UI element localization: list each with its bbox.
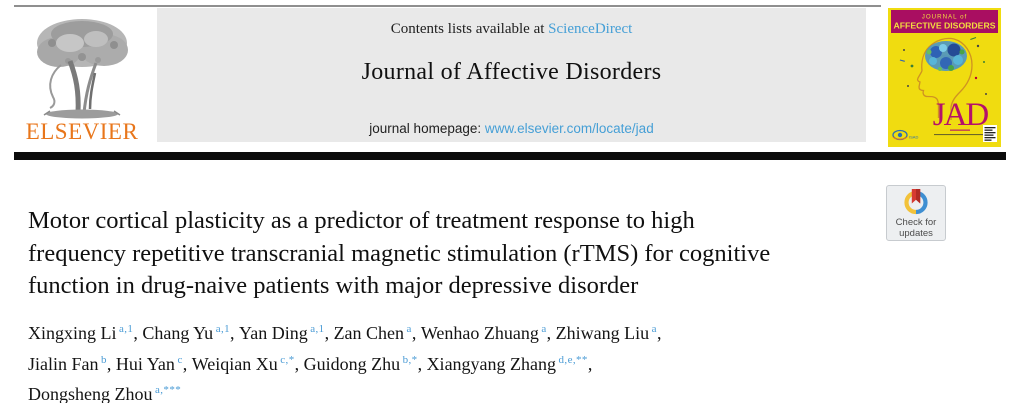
cover-editors-line xyxy=(934,134,986,136)
author-name: Yan Ding xyxy=(239,323,308,343)
author-affiliation-sup: c xyxy=(177,353,183,366)
cover-title-line1: JOURNAL of xyxy=(922,14,968,21)
journal-masthead: Contents lists available at ScienceDirec… xyxy=(157,8,866,142)
elsevier-wordmark: ELSEVIER xyxy=(25,119,139,144)
homepage-line: journal homepage: www.elsevier.com/locat… xyxy=(157,121,866,136)
article-title-line1: Motor cortical plasticity as a predictor… xyxy=(28,207,695,234)
author-separator: , xyxy=(656,323,666,343)
author-affiliation-sup: a,1 xyxy=(310,323,325,335)
homepage-link[interactable]: www.elsevier.com/locate/jad xyxy=(484,121,654,136)
author-line: Xingxing Li a,1, Chang Yu a,1, Yan Ding a,1… xyxy=(28,320,908,351)
author-separator: , xyxy=(546,323,556,343)
author-separator: , xyxy=(411,323,421,343)
author-affiliation-sup: a xyxy=(651,323,657,335)
author-name: Guidong Zhu xyxy=(303,353,401,374)
masthead-bottom-bar xyxy=(14,152,1006,160)
brain-illustration xyxy=(925,41,967,71)
contents-line-prefix: Contents lists available at xyxy=(390,21,549,37)
cover-jad-monogram: JAD xyxy=(933,97,989,133)
author-separator: , xyxy=(133,323,143,343)
author-affiliation-sup: c,* xyxy=(280,353,295,366)
journal-cover-art: JOURNAL of AFFECTIVE DISORDERS xyxy=(888,8,1001,147)
author-affiliation-sup: d,e,** xyxy=(558,353,588,366)
journal-title: Journal of Affective Disorders xyxy=(361,59,662,85)
cover-title-line2: AFFECTIVE DISORDERS xyxy=(894,21,996,31)
author-affiliation-sup: a,1 xyxy=(215,323,231,335)
contents-line: Contents lists available at ScienceDirec… xyxy=(157,21,866,38)
cover-banner xyxy=(891,10,998,33)
author-separator: , xyxy=(587,353,597,374)
homepage-line-prefix: journal homepage: xyxy=(369,121,485,136)
author-affiliation-sup: a,*** xyxy=(155,384,182,396)
author-separator: , xyxy=(417,353,427,374)
author-name: Jialin Fan xyxy=(28,353,99,374)
author-line: Dongsheng Zhou a,*** xyxy=(28,381,908,403)
article-title: Motor cortical plasticity as a predictor… xyxy=(28,205,908,303)
article-title-line3: function in drug-naive patients with maj… xyxy=(28,272,639,299)
crossmark-icon xyxy=(904,189,928,215)
cover-issn-line xyxy=(950,129,970,131)
elsevier-logo: ELSEVIER xyxy=(22,13,142,143)
cover-barcode xyxy=(983,125,997,142)
elsevier-tree-icon xyxy=(37,19,128,119)
author-name: Hui Yan xyxy=(115,353,175,374)
badge-label-line2: updates xyxy=(899,227,933,239)
author-separator: , xyxy=(182,353,192,374)
author-name: Xingxing Li xyxy=(28,323,117,343)
author-separator: , xyxy=(106,353,116,374)
author-name: Zhiwang Liu xyxy=(555,323,650,343)
author-separator: , xyxy=(294,353,304,374)
author-affiliation-sup: a xyxy=(406,323,412,335)
author-name: Dongsheng Zhou xyxy=(28,384,153,403)
journal-cover-thumbnail: JOURNAL of AFFECTIVE DISORDERS xyxy=(888,8,1001,147)
article-title-line2: frequency repetitive transcranial magnet… xyxy=(28,239,771,267)
author-affiliation-sup: a,1 xyxy=(119,323,134,335)
author-separator: , xyxy=(324,323,334,343)
author-line: Jialin Fan b, Hui Yan c, Weiqian Xu c,*, Gu… xyxy=(28,351,908,382)
author-affiliation-sup: a xyxy=(541,323,547,335)
isad-label: ISAD xyxy=(909,135,918,140)
badge-label-line1: Check for xyxy=(895,217,937,228)
author-name: Chang Yu xyxy=(142,323,214,343)
isad-logo: ISAD xyxy=(892,129,918,141)
author-name: Xiangyang Zhang xyxy=(426,353,557,374)
top-divider-rule xyxy=(14,5,881,7)
check-for-updates-badge[interactable]: Check for updates xyxy=(886,185,946,241)
author-name: Zan Chen xyxy=(333,323,405,343)
author-name: Wenhao Zhuang xyxy=(420,323,539,343)
author-affiliation-sup: b xyxy=(101,353,107,366)
author-list: Xingxing Li a,1, Chang Yu a,1, Yan Ding a,1… xyxy=(28,320,908,403)
sciencedirect-link[interactable]: ScienceDirect xyxy=(548,21,633,37)
cover-specks xyxy=(899,36,987,95)
author-affiliation-sup: b,* xyxy=(402,353,418,366)
author-name: Weiqian Xu xyxy=(191,353,278,374)
author-separator: , xyxy=(230,323,240,343)
